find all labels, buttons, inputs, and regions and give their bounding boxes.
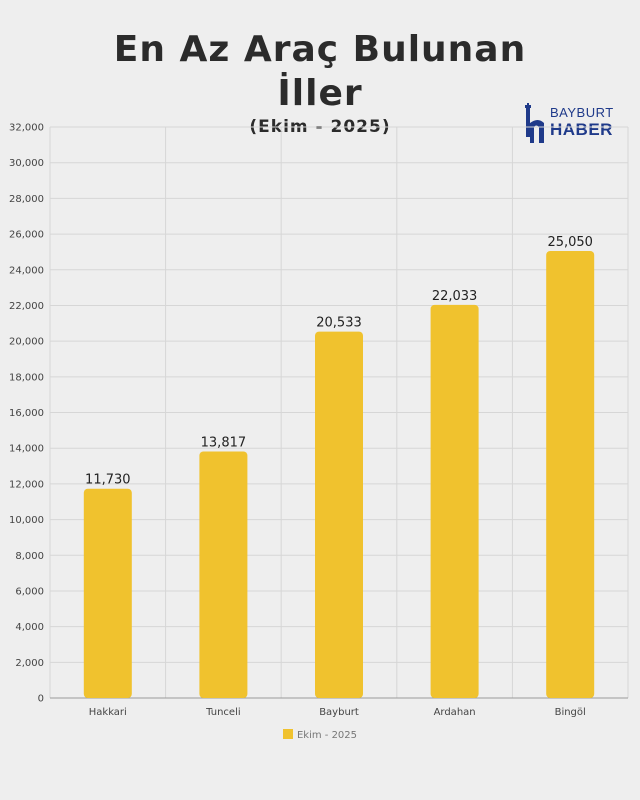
bar-data-label: 22,033 [432,289,478,304]
y-tick-label: 32,000 [9,123,44,134]
y-tick-label: 22,000 [9,301,44,312]
bar-data-label: 20,533 [316,316,362,331]
x-category-label: Bayburt [319,707,359,718]
bar-data-label: 11,730 [85,473,131,488]
bar [199,451,248,698]
y-tick-label: 4,000 [15,622,44,633]
x-category-label: Ardahan [434,707,476,718]
bar [315,331,363,698]
y-tick-label: 20,000 [9,337,44,348]
y-tick-label: 24,000 [9,265,44,276]
bayburt-castle-h-icon [525,103,544,143]
x-category-label: Bingöl [555,707,586,718]
x-category-label: Tunceli [205,707,240,718]
y-tick-label: 2,000 [15,658,44,669]
y-tick-label: 12,000 [9,479,44,490]
y-tick-label: 26,000 [9,230,44,241]
legend-label: Ekim - 2025 [296,730,358,741]
y-tick-label: 8,000 [15,551,44,562]
y-tick-label: 10,000 [9,515,44,526]
bayburt-haber-logo: BAYBURT HABER [522,103,622,145]
bar [83,488,132,698]
bar [430,304,479,698]
bar-data-label: 25,050 [547,235,593,250]
y-tick-label: 28,000 [9,194,44,205]
y-tick-label: 6,000 [15,586,44,597]
y-tick-label: 0 [38,694,44,705]
chart-title: En Az Araç Bulunan İller [0,28,640,116]
logo-text-top: BAYBURT [550,105,614,120]
logo-text-bottom: HABER [550,120,613,139]
bar-data-label: 13,817 [201,435,247,450]
legend-swatch [282,729,293,739]
y-tick-label: 30,000 [9,158,44,169]
y-tick-label: 14,000 [9,444,44,455]
chart-title-line-1: En Az Araç Bulunan [113,29,527,70]
x-category-label: Hakkari [89,707,127,718]
chart-title-line-2: İller [277,73,363,114]
legend[interactable]: Ekim - 2025 [0,729,640,741]
bar [546,251,595,698]
y-tick-label: 18,000 [9,372,44,383]
y-tick-label: 16,000 [9,408,44,419]
